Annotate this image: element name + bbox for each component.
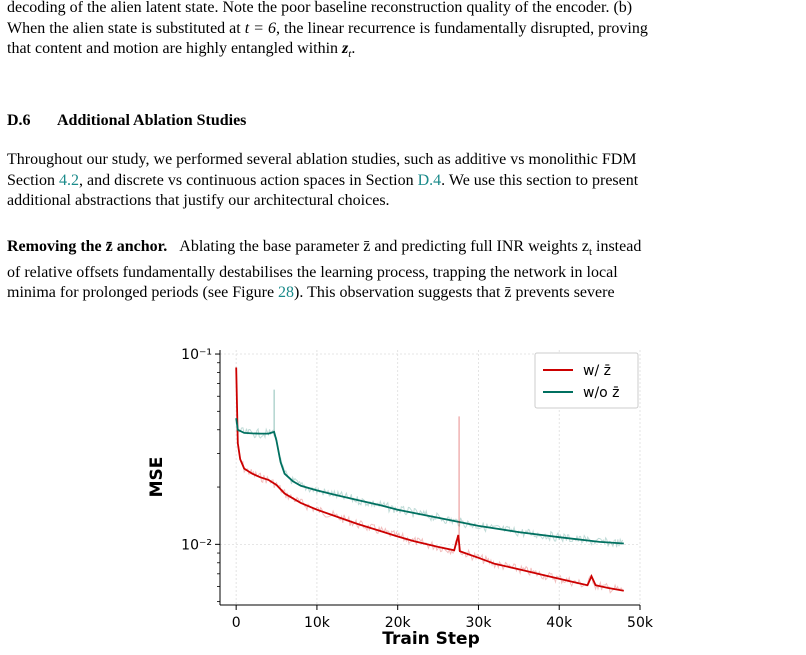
ablation-line-3: additional abstractions that justify our… bbox=[7, 192, 390, 209]
anchor-title: Removing the z̄ anchor. bbox=[7, 238, 168, 255]
x-tick-label: 30k bbox=[466, 615, 493, 631]
section-ref-4-2[interactable]: 4.2 bbox=[59, 171, 79, 189]
ablation-line-1: Throughout our study, we performed sever… bbox=[7, 151, 637, 168]
x-tick-label: 20k bbox=[385, 615, 412, 631]
ablation-line-2: Section 4.2, and discrete vs continuous … bbox=[7, 171, 639, 189]
series-line-1 bbox=[235, 418, 624, 545]
anchor-paragraph: Removing the z̄ anchor. Ablating the bas… bbox=[7, 237, 799, 304]
section-ref-d4[interactable]: D.4 bbox=[417, 171, 442, 189]
x-axis-label: Train Step bbox=[382, 629, 480, 649]
chart-series bbox=[235, 367, 624, 594]
chart-legend: w/ z̄ w/o z̄ bbox=[534, 352, 639, 409]
section-number: D.6 bbox=[7, 112, 31, 129]
anchor-line-1: Removing the z̄ anchor. Ablating the bas… bbox=[7, 238, 642, 259]
y-tick-label: 10⁻¹ bbox=[181, 347, 212, 363]
x-tick-label: 40k bbox=[546, 615, 573, 631]
series-shade-1 bbox=[235, 418, 624, 548]
legend-box bbox=[534, 352, 639, 409]
chart-ticks: 0 10k 20k 30k 40k 50k 10⁻² 10⁻¹ bbox=[181, 347, 654, 631]
top-line-1: decoding of the alien latent state. Note… bbox=[7, 0, 633, 16]
top-line-2: When the alien state is substituted at t… bbox=[7, 19, 648, 37]
top-line-3: that content and motion are highly entan… bbox=[7, 40, 356, 61]
anchor-line-3: minima for prolonged periods (see Figure… bbox=[7, 284, 615, 302]
section-title: Additional Ablation Studies bbox=[57, 112, 247, 129]
figure-ref-28[interactable]: 28 bbox=[278, 284, 295, 302]
series-line-0 bbox=[235, 367, 624, 592]
section-heading: D.6 Additional Ablation Studies bbox=[7, 112, 246, 130]
y-tick-label: 10⁻² bbox=[181, 537, 212, 553]
legend-label-1: w/o z̄ bbox=[583, 385, 620, 401]
x-tick-label: 50k bbox=[627, 615, 654, 631]
y-axis-label: MSE bbox=[147, 457, 167, 498]
series-shade-0 bbox=[235, 367, 624, 594]
ablation-paragraph: Throughout our study, we performed sever… bbox=[7, 150, 799, 212]
anchor-line-2: of relative offsets fundamentally destab… bbox=[7, 263, 618, 281]
legend-label-0: w/ z̄ bbox=[583, 363, 611, 379]
x-tick-label: 0 bbox=[232, 615, 241, 631]
x-tick-label: 10k bbox=[304, 615, 331, 631]
top-paragraph: decoding of the alien latent state. Note… bbox=[7, 0, 799, 65]
